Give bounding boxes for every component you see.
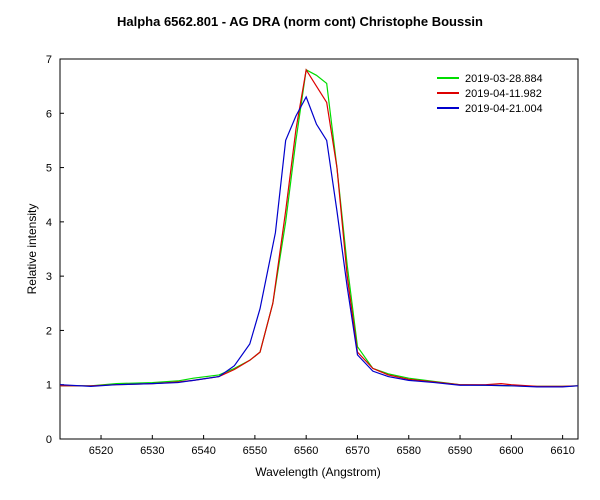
x-tick-label: 6550	[243, 445, 267, 457]
plot-area	[59, 58, 579, 440]
x-tick-label: 6540	[191, 445, 215, 457]
x-tick-label: 6580	[397, 445, 421, 457]
y-tick-label: 1	[46, 380, 52, 392]
legend-label: 2019-04-11.982	[465, 88, 542, 100]
legend-label: 2019-03-28.884	[465, 73, 543, 85]
x-axis: 6520 6530 6540 6550 6560 6570 6580 6590 6600 6610	[89, 435, 575, 457]
x-tick-label: 6600	[499, 445, 523, 457]
x-tick-label: 6520	[89, 445, 113, 457]
y-tick-label: 6	[46, 108, 52, 120]
y-tick-label: 3	[46, 271, 52, 283]
x-tick-label: 6560	[294, 445, 318, 457]
series-lines	[60, 68, 578, 388]
x-tick-label: 6530	[140, 445, 164, 457]
x-tick-label: 6590	[448, 445, 472, 457]
x-tick-label: 6610	[550, 445, 574, 457]
chart-title: Halpha 6562.801 - AG DRA (norm cont) Chr…	[117, 14, 483, 29]
series-line-3	[60, 95, 578, 388]
legend: 2019-03-28.884 2019-04-11.982 2019-04-21.0…	[437, 73, 543, 115]
y-tick-label: 0	[46, 434, 52, 446]
y-axis-label: Relative intensity	[25, 204, 39, 295]
y-tick-label: 4	[46, 217, 52, 229]
y-tick-label: 2	[46, 325, 52, 337]
x-axis-label: Wavelength (Angstrom)	[255, 465, 381, 479]
y-tick-label: 7	[46, 54, 52, 66]
x-tick-label: 6570	[345, 445, 369, 457]
y-tick-label: 5	[46, 163, 52, 175]
legend-label: 2019-04-21.004	[465, 103, 543, 115]
